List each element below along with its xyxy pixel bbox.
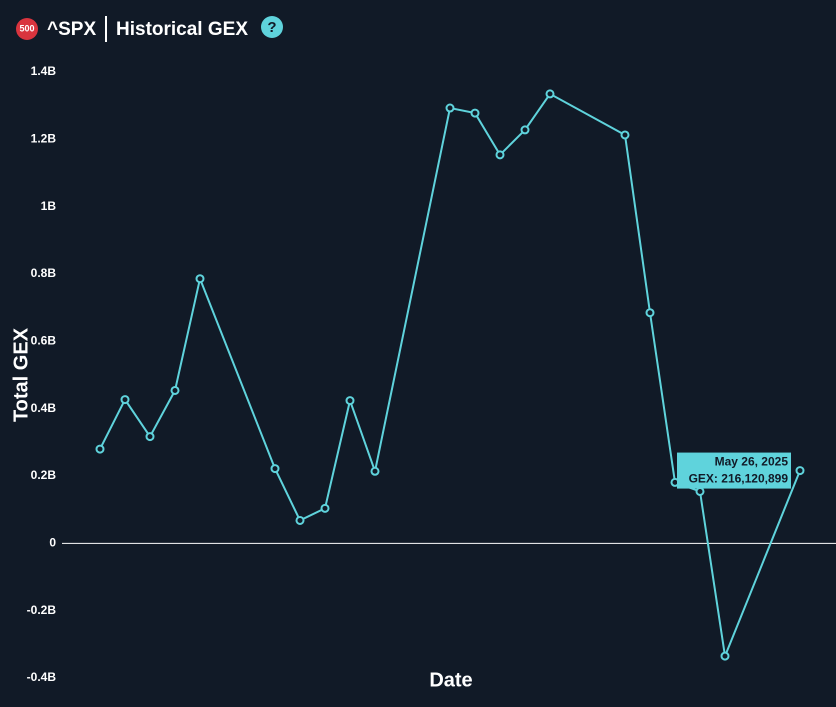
- y-tick-label: 0.4B: [31, 401, 57, 415]
- tooltip-value: GEX: 216,120,899: [689, 472, 789, 486]
- data-point: [170, 385, 180, 395]
- y-tick-label: 0.6B: [31, 334, 57, 348]
- data-point: [720, 651, 730, 661]
- symbol: ^SPX: [47, 19, 96, 40]
- data-point: [120, 395, 130, 405]
- data-point: [695, 486, 705, 496]
- y-tick-label: 1B: [41, 199, 57, 213]
- y-tick-label: -0.2B: [27, 603, 57, 617]
- y-tick-label: 0.8B: [31, 266, 57, 280]
- page-title: Historical GEX: [116, 19, 248, 40]
- data-point: [520, 125, 530, 135]
- y-tick-label: 1.2B: [31, 132, 57, 146]
- data-point: [495, 150, 505, 160]
- data-point: [295, 515, 305, 525]
- data-point: [795, 466, 805, 476]
- y-axis-title: Total GEX: [10, 327, 32, 422]
- x-axis-title: Date: [429, 669, 472, 691]
- badge-text: 500: [19, 23, 34, 33]
- y-tick-label: 1.4B: [31, 64, 57, 78]
- data-point: [320, 503, 330, 513]
- data-point: [95, 444, 105, 454]
- help-text[interactable]: ?: [267, 19, 276, 36]
- y-tick-label: -0.4B: [27, 670, 57, 684]
- y-tick-label: 0.2B: [31, 468, 57, 482]
- data-point: [620, 130, 630, 140]
- data-point: [545, 89, 555, 99]
- data-point: [370, 466, 380, 476]
- data-point: [345, 396, 355, 406]
- data-point: [645, 308, 655, 318]
- tooltip: May 26, 2025 GEX: 216,120,899: [677, 452, 791, 489]
- data-point: [195, 274, 205, 284]
- data-point: [270, 464, 280, 474]
- y-tick-label: 0: [49, 536, 56, 550]
- data-point: [145, 432, 155, 442]
- help-icon[interactable]: [261, 16, 283, 38]
- badge-icon: [16, 18, 38, 40]
- tooltip-box: [677, 452, 791, 489]
- tooltip-date: May 26, 2025: [715, 455, 789, 469]
- data-point: [445, 103, 455, 113]
- data-point: [470, 108, 480, 118]
